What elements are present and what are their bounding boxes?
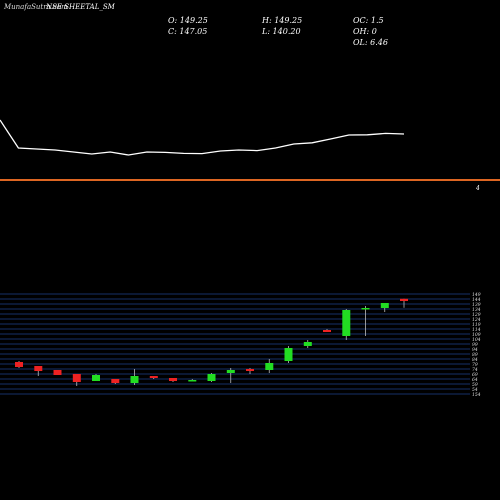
candle [169,378,177,382]
y-tick-label: 154 [472,392,481,398]
y-tick-label: 89 [472,352,478,358]
candle-body [207,374,216,381]
ohlc-oc: OC: 1.5 [353,16,384,25]
y-tick-label: 134 [472,307,481,313]
candle-body [342,310,351,336]
candle [130,369,139,385]
candles [15,298,408,386]
candle-body [72,374,81,382]
y-tick-label: 84 [472,357,478,363]
candle [361,306,370,336]
candle-body [380,303,389,308]
candle-body [34,366,43,371]
y-tick-label: 59 [472,382,478,388]
y-tick-label: 149 [472,292,481,298]
candle-body [400,298,408,301]
ohlc-oh: OH: 0 [353,27,377,36]
candle [149,376,158,379]
candle-body [303,342,312,346]
candle-body [323,330,331,332]
candle [265,359,274,373]
ohlc-ol: OL: 6.46 [353,38,388,47]
candle [342,309,351,340]
candle [72,374,81,386]
grid [0,293,470,395]
candle [92,374,100,381]
y-tick-label: 94 [472,347,478,353]
y-tick-label: 74 [472,367,478,373]
candle-body [226,370,235,373]
candle [284,346,293,363]
candle [53,370,62,375]
y-tick-label: 109 [472,332,481,338]
candle [188,379,197,382]
candle-body [188,380,197,382]
candle-body [92,375,100,381]
candle [400,298,408,308]
candle-body [284,348,293,361]
candle-body [15,362,23,367]
y-axis-ticks: 1491441391341291241191141091049994898479… [472,292,481,398]
candle [246,368,254,374]
y-tick-label: 104 [472,337,481,343]
candle-body [53,370,62,375]
candle [207,373,216,382]
middle-marker-label: 4 [475,185,480,192]
candle [34,366,43,376]
y-tick-label: 114 [472,327,481,333]
price-line [0,119,405,156]
ohlc-low: L: 140.20 [261,27,301,36]
candle [111,379,120,384]
y-tick-label: 119 [472,322,481,328]
candle [226,368,235,383]
overlay-text: MunafaSutra.com [3,3,68,11]
candle-body [111,379,120,383]
candle-body [361,308,370,310]
ohlc-close: C: 147.05 [168,27,207,36]
candle-body [265,363,274,370]
candle [380,303,389,312]
y-tick-label: 69 [472,372,478,378]
y-tick-label: 54 [472,387,478,393]
y-tick-label: 144 [472,297,481,303]
y-tick-label: 79 [472,362,478,368]
y-tick-label: 64 [472,377,478,383]
y-tick-label: 139 [472,302,481,308]
ohlc-open: O: 149.25 [168,16,208,25]
candle-body [149,376,158,378]
candle-body [169,378,177,381]
candle-body [246,369,254,371]
candle [15,361,23,368]
candle [323,329,331,332]
symbol-text: NSE SHEETAL_SM [45,3,116,11]
candle [303,340,312,348]
ohlc-high: H: 149.25 [261,16,302,25]
y-tick-label: 129 [472,312,481,318]
y-tick-label: 99 [472,342,478,348]
y-tick-label: 124 [472,317,481,323]
candle-body [130,376,139,383]
